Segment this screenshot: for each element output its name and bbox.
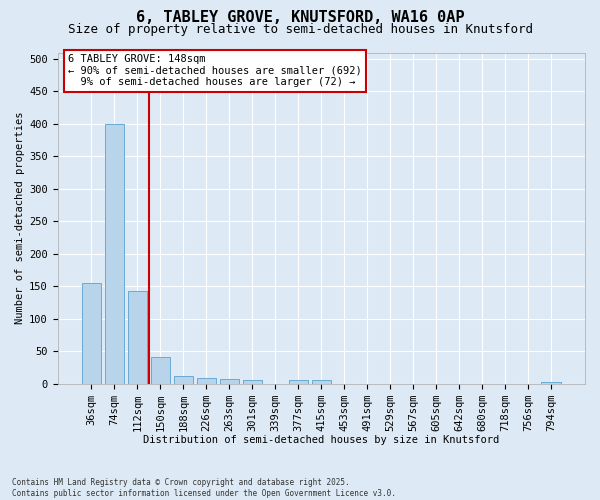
Text: 6, TABLEY GROVE, KNUTSFORD, WA16 0AP: 6, TABLEY GROVE, KNUTSFORD, WA16 0AP xyxy=(136,10,464,25)
Bar xyxy=(151,357,170,384)
Bar xyxy=(242,380,262,384)
Bar xyxy=(289,380,308,384)
Text: Contains HM Land Registry data © Crown copyright and database right 2025.
Contai: Contains HM Land Registry data © Crown c… xyxy=(12,478,396,498)
Bar xyxy=(82,283,101,384)
Bar xyxy=(104,124,124,384)
Bar xyxy=(128,291,147,384)
Y-axis label: Number of semi-detached properties: Number of semi-detached properties xyxy=(15,112,25,324)
Bar xyxy=(220,379,239,384)
Text: Size of property relative to semi-detached houses in Knutsford: Size of property relative to semi-detach… xyxy=(67,22,533,36)
Bar xyxy=(541,382,561,384)
Bar xyxy=(197,378,216,384)
Bar xyxy=(311,380,331,384)
X-axis label: Distribution of semi-detached houses by size in Knutsford: Distribution of semi-detached houses by … xyxy=(143,435,499,445)
Bar xyxy=(173,376,193,384)
Text: 6 TABLEY GROVE: 148sqm
← 90% of semi-detached houses are smaller (692)
  9% of s: 6 TABLEY GROVE: 148sqm ← 90% of semi-det… xyxy=(68,54,362,88)
